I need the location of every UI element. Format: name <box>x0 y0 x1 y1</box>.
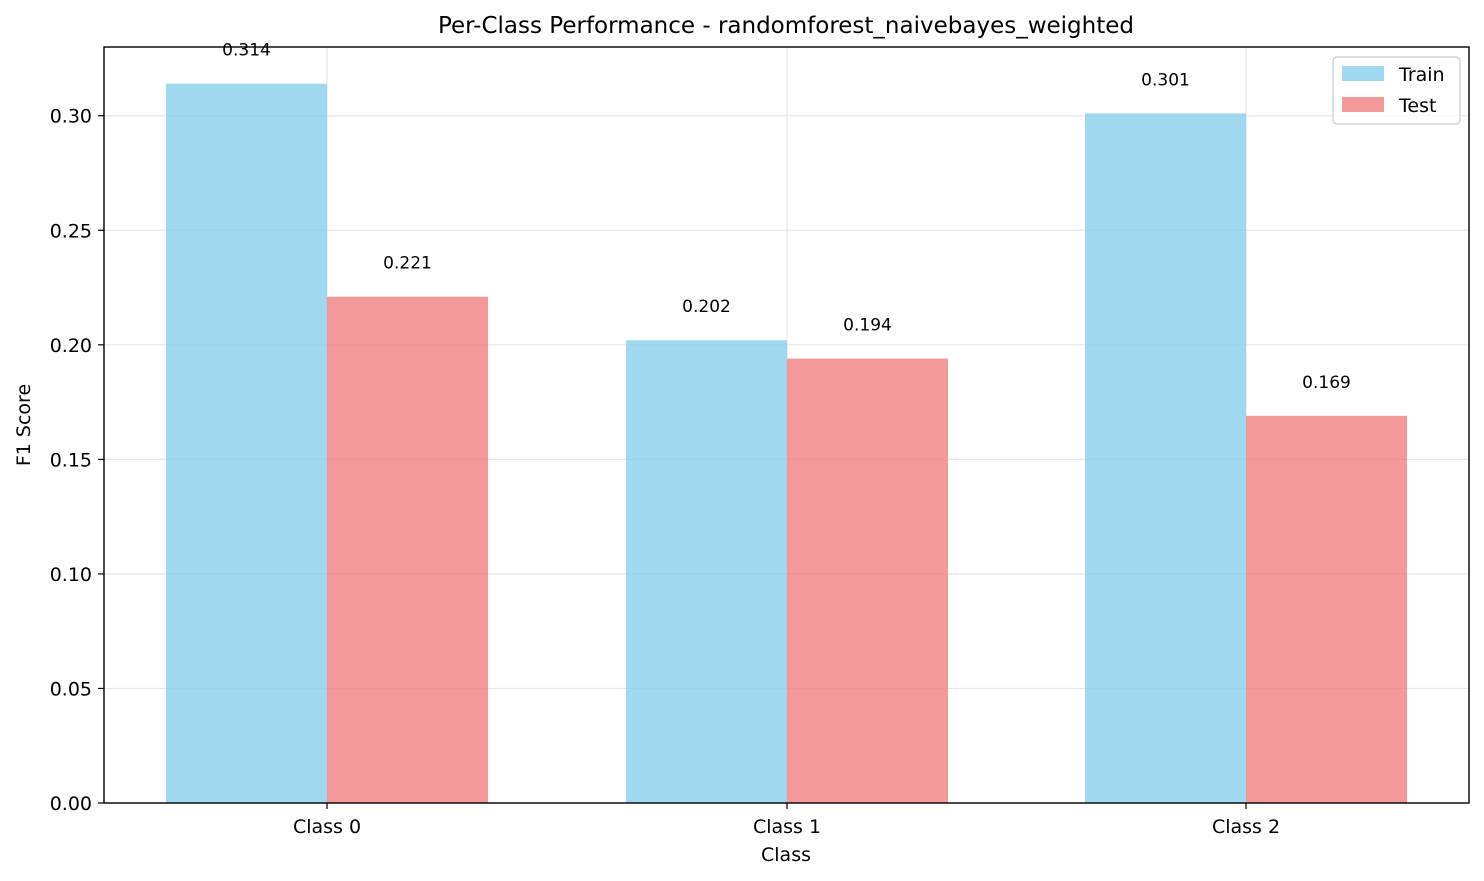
data-label-test-0: 0.221 <box>383 254 432 274</box>
y-tick-label: 0.30 <box>50 106 92 128</box>
bar-test-1 <box>787 358 948 803</box>
axes: 0.00 0.05 0.10 0.15 0.20 0.25 0.30 Class 0 Class… <box>50 46 1470 838</box>
legend: Train Test <box>1332 56 1461 125</box>
data-label-test-1: 0.194 <box>843 316 892 336</box>
y-tick-label: 0.20 <box>50 335 92 357</box>
bars <box>166 83 1407 804</box>
y-tick-label: 0.15 <box>50 449 92 471</box>
bar-train-2 <box>1085 113 1246 804</box>
bar-train-1 <box>626 340 787 803</box>
y-tick-label: 0.25 <box>50 220 92 242</box>
x-tick-label: Class 0 <box>293 816 361 838</box>
legend-swatch-train <box>1342 66 1384 81</box>
x-tick-label: Class 1 <box>753 816 821 838</box>
legend-swatch-test <box>1342 97 1384 112</box>
y-tick-label: 0.10 <box>50 564 92 586</box>
legend-label-train: Train <box>1398 64 1445 86</box>
data-label-test-2: 0.169 <box>1302 373 1351 393</box>
chart-title: Per-Class Performance - randomforest_nai… <box>438 13 1134 39</box>
bar-test-2 <box>1246 415 1407 803</box>
y-tick-label: 0.00 <box>50 793 92 815</box>
data-labels: 0.314 0.202 0.301 0.221 0.194 0.169 <box>222 41 1351 393</box>
y-tick-label: 0.05 <box>50 678 92 700</box>
data-label-train-0: 0.314 <box>222 41 271 61</box>
x-tick-label: Class 2 <box>1212 816 1280 838</box>
x-axis-title: Class <box>761 844 811 866</box>
data-label-train-1: 0.202 <box>682 297 731 317</box>
bar-train-0 <box>166 83 327 804</box>
data-label-train-2: 0.301 <box>1141 70 1190 90</box>
y-axis-title: F1 Score <box>13 384 35 466</box>
legend-label-test: Test <box>1398 95 1436 117</box>
bar-test-0 <box>327 296 488 803</box>
